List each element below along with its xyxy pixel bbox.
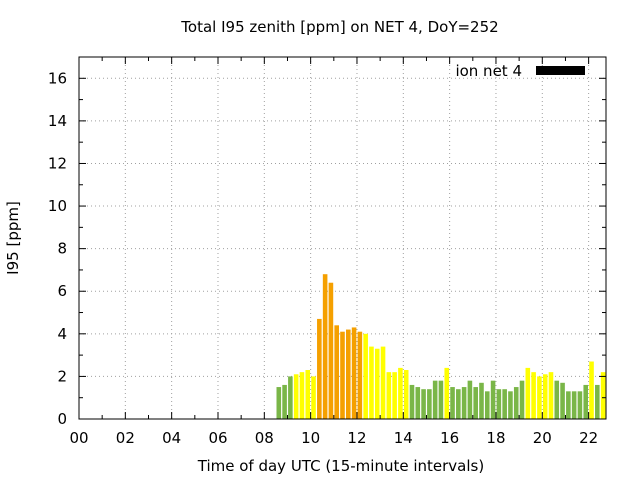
bar: [525, 367, 531, 419]
bar: [334, 325, 339, 419]
x-tick-label: 12: [347, 429, 366, 447]
bar: [386, 372, 392, 419]
x-tick-label: 22: [579, 429, 598, 447]
bar: [560, 382, 565, 419]
bar: [502, 389, 507, 419]
bar: [415, 387, 421, 419]
y-axis-label: I95 [ppm]: [4, 201, 22, 275]
y-tick-label: 0: [57, 410, 67, 428]
bar: [490, 380, 496, 419]
x-tick-label: 00: [69, 429, 88, 447]
x-axis-label: Time of day UTC (15-minute intervals): [197, 457, 484, 475]
legend: ion net 4: [455, 62, 585, 80]
y-tick-label: 10: [48, 197, 67, 215]
bar: [537, 376, 542, 419]
chart-title: Total I95 zenith [ppm] on NET 4, DoY=252: [180, 18, 498, 36]
bar: [427, 389, 432, 419]
bar: [282, 384, 287, 419]
x-tick-label: 06: [208, 429, 227, 447]
x-tick-label: 10: [301, 429, 320, 447]
plot-frame: [78, 56, 607, 420]
bar: [595, 384, 600, 419]
x-tick-label: 08: [255, 429, 274, 447]
bar: [369, 346, 374, 419]
bar: [473, 387, 478, 419]
bar: [346, 329, 351, 419]
bar: [299, 372, 305, 419]
bar: [311, 376, 316, 419]
bar: [467, 380, 473, 419]
bar: [577, 391, 583, 419]
bar: [600, 372, 606, 419]
legend-label: ion net 4: [455, 62, 522, 80]
bar: [542, 374, 548, 419]
bar: [398, 367, 403, 419]
bar: [403, 370, 409, 419]
bar: [450, 387, 455, 419]
bar: [513, 387, 519, 419]
bar: [508, 391, 513, 419]
bar: [351, 327, 357, 419]
bar: [444, 367, 450, 419]
bar: [288, 376, 293, 419]
bar: [589, 361, 594, 419]
y-tick-label: 16: [48, 69, 67, 87]
bar: [305, 370, 311, 419]
legend-swatch: [536, 66, 585, 75]
bar: [531, 372, 536, 419]
bar: [519, 380, 525, 419]
bar: [548, 372, 554, 419]
x-tick-label: 02: [116, 429, 135, 447]
x-tick-label: 16: [440, 429, 459, 447]
x-tick-label: 04: [162, 429, 181, 447]
bar: [432, 380, 438, 419]
bar: [566, 391, 571, 419]
bar: [438, 380, 444, 419]
y-tick-label: 2: [57, 367, 67, 385]
bar: [484, 391, 490, 419]
bar: [554, 380, 560, 419]
y-tick-label: 14: [48, 112, 67, 130]
y-tick-label: 8: [57, 240, 67, 258]
bar-layer: [276, 274, 606, 419]
x-tick-label: 18: [486, 429, 505, 447]
bar: [409, 384, 415, 419]
y-tick-label: 12: [48, 154, 67, 172]
bar: [392, 372, 397, 419]
bar: [374, 348, 380, 419]
bar: [340, 331, 345, 419]
bar: [456, 389, 461, 419]
y-tick-label: 4: [57, 325, 67, 343]
bar: [328, 282, 334, 419]
bar: [421, 389, 426, 419]
grid-layer: [79, 57, 606, 419]
bar: [322, 274, 328, 419]
bar: [461, 387, 467, 419]
x-tick-label: 14: [394, 429, 413, 447]
x-tick-label: 20: [533, 429, 552, 447]
bar: [479, 382, 484, 419]
bar: [496, 389, 502, 419]
bar: [571, 391, 577, 419]
bar: [293, 374, 299, 419]
y-tick-label: 6: [57, 282, 67, 300]
bar: [357, 331, 363, 419]
bar: [317, 318, 322, 419]
bar: [583, 384, 589, 419]
bar: [380, 346, 386, 419]
bar: [276, 387, 282, 419]
bar: [363, 333, 368, 419]
